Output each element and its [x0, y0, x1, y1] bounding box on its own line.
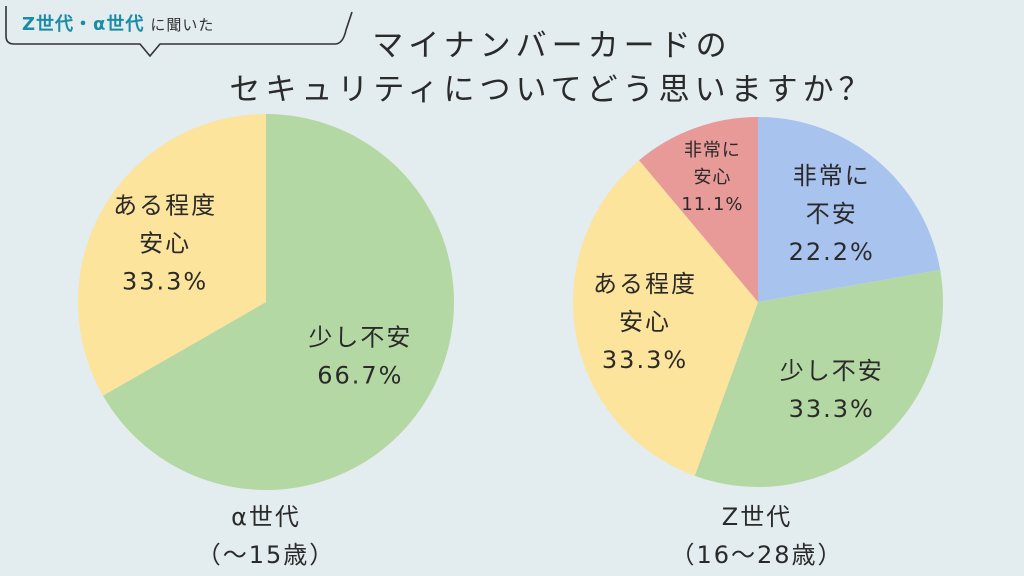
- tag-generations: Z世代・α世代: [22, 14, 145, 35]
- alpha-caption-age: （〜15歳）: [196, 541, 336, 569]
- page-title-line1: マイナンバーカードの: [372, 28, 732, 64]
- pie1-slice-0-label-line0: 非常に: [793, 162, 871, 190]
- tag-bracket-decoration: [5, 6, 353, 58]
- pie1-slice-2-label-line1: 安心: [619, 308, 671, 336]
- pie0-slice-1-label-line2: 33.3%: [122, 268, 208, 296]
- pie1-slice-0: [758, 117, 941, 302]
- pie1-slice-3-label-line2: 11.1%: [681, 194, 743, 215]
- pie0-slice-0-label-line0: 少し不安: [308, 324, 412, 352]
- pie1-slice-0-label-line2: 22.2%: [789, 238, 875, 266]
- z-caption-age: （16〜28歳）: [670, 541, 844, 569]
- survey-tag: Z世代・α世代 に聞いた: [0, 0, 360, 62]
- z-caption: Z世代 （16〜28歳）: [637, 498, 877, 574]
- pie1-slice-1-label-line1: 33.3%: [789, 395, 875, 423]
- pie1-slice-1-label: 少し不安 33.3%: [780, 357, 884, 423]
- pie0-slice-1-label-line0: ある程度: [113, 192, 217, 220]
- pie0-slice-1: [77, 113, 266, 396]
- pie1-slice-3-label-line1: 安心: [693, 167, 731, 188]
- page-title-line2: セキュリティについてどう思いますか？: [229, 72, 875, 108]
- pie1-slice-3: [639, 117, 758, 302]
- pie0-slice-0: [102, 114, 454, 490]
- pie0-slice-0-label-line1: 66.7%: [317, 362, 403, 390]
- pie0-slice-1-label-line1: 安心: [139, 230, 191, 258]
- pie1-slice-2: [573, 160, 758, 476]
- pie0-slice-0-label: 少し不安 66.7%: [308, 324, 412, 390]
- alpha-caption-name: α世代: [231, 503, 301, 531]
- alpha-caption: α世代 （〜15歳）: [146, 498, 386, 574]
- tag-suffix: に聞いた: [150, 16, 215, 34]
- pie1-slice-0-label-line1: 不安: [806, 200, 858, 228]
- tag-text: Z世代・α世代 に聞いた: [22, 10, 214, 36]
- pie1-slice-3-label-line0: 非常に: [684, 140, 741, 161]
- pie1-slice-2-label-line0: ある程度: [593, 270, 697, 298]
- pie1-slice-2-label-line2: 33.3%: [602, 346, 688, 374]
- pie1-slice-1: [694, 269, 943, 488]
- pie1-slice-1-label-line0: 少し不安: [780, 357, 884, 385]
- z-caption-name: Z世代: [721, 503, 793, 531]
